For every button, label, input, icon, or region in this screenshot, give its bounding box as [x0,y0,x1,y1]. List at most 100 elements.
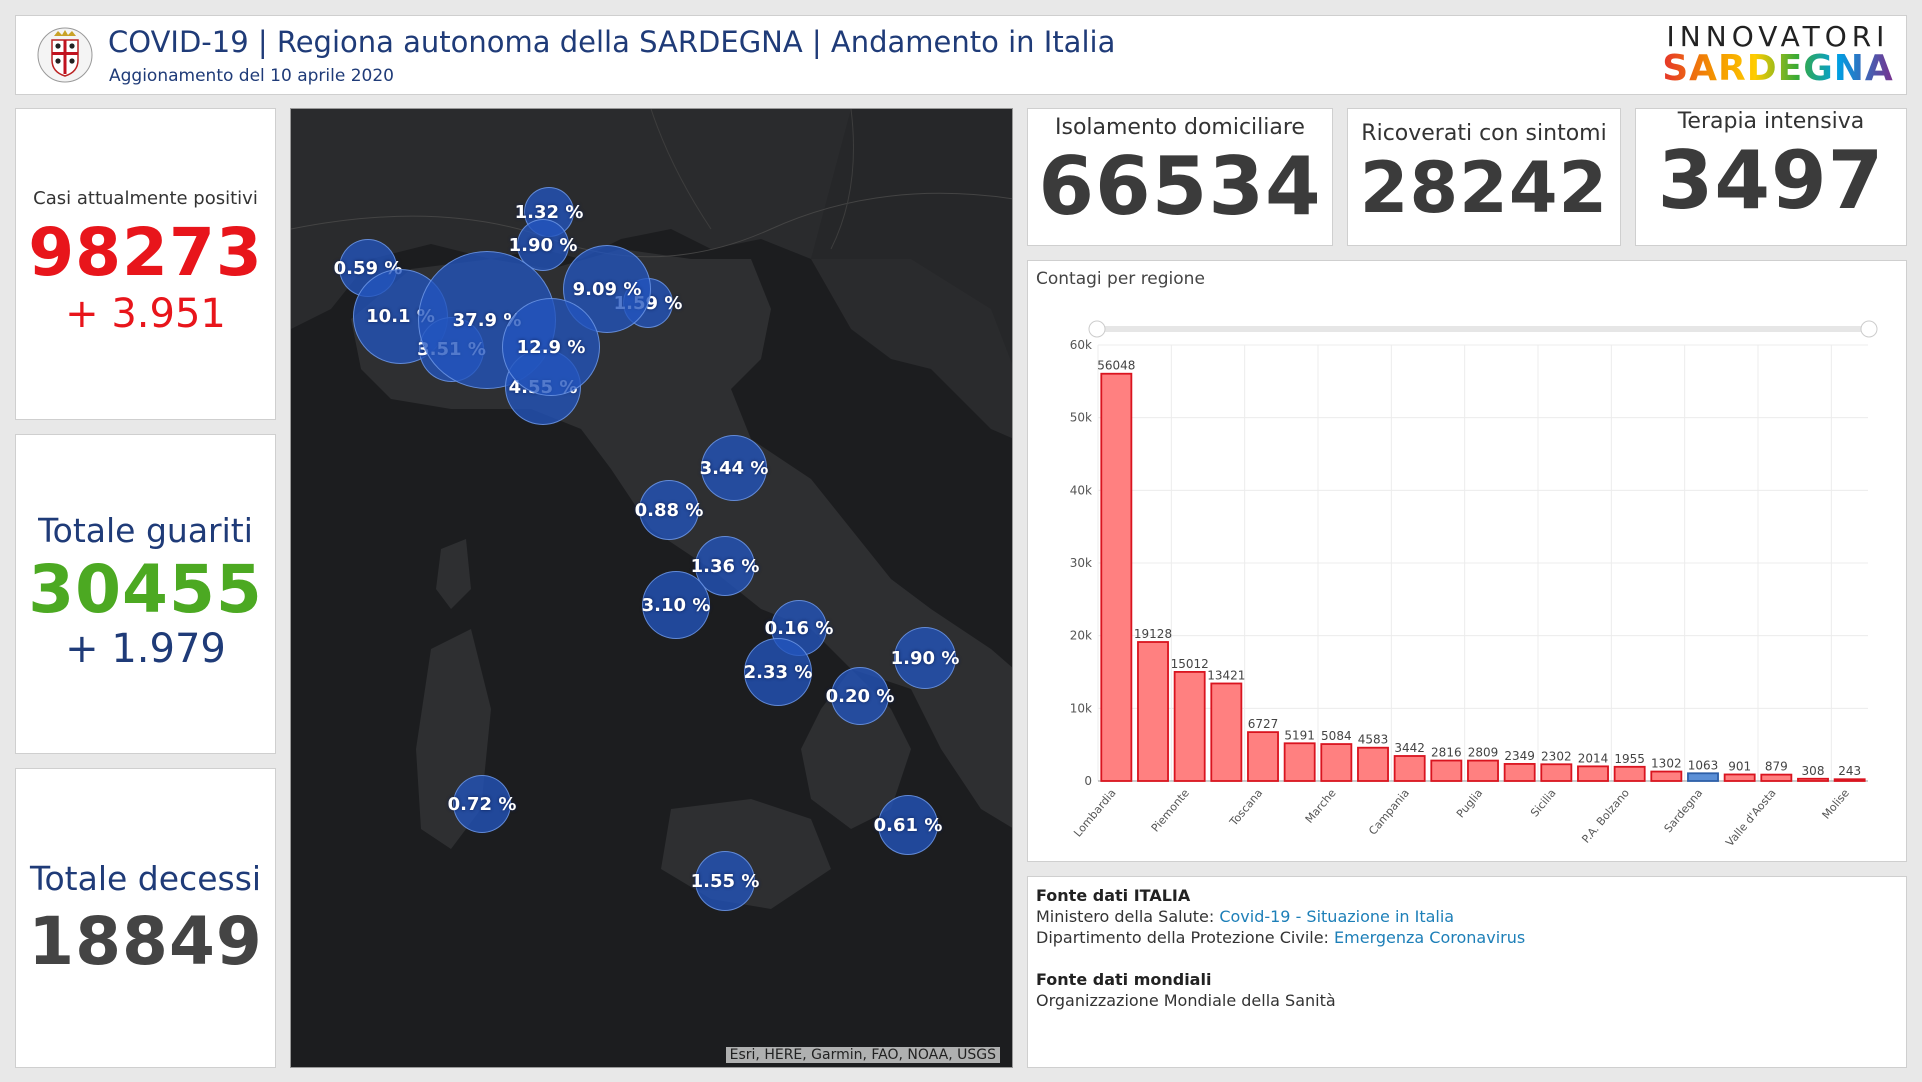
bubble-region[interactable]: 0.20 % [826,667,894,725]
bar-emilia-romagna [1137,641,1169,782]
bar-trentino [1430,759,1463,782]
x-tick-label: Valle d'Aosta [1723,787,1778,849]
y-tick-label: 20k [1070,629,1092,643]
bar-piemonte [1173,671,1206,782]
bubble-region[interactable]: 1.90 % [891,627,959,689]
link-emergenza-coronavirus[interactable]: Emergenza Coronavirus [1334,928,1526,947]
x-tick-label: Sicilia [1528,787,1559,820]
x-tick-label: Lombardia [1071,787,1118,840]
bubble-region[interactable]: 3.44 % [700,435,768,501]
bar-value-label: 4583 [1358,733,1389,747]
kpi-isolamento-label: Isolamento domiciliare [1055,115,1305,140]
sources-panel: Fonte dati ITALIA Ministero della Salute… [1027,876,1907,1068]
bar-puglia [1467,759,1499,782]
map-attribution[interactable]: Esri, HERE, Garmin, FAO, NOAA, USGS [725,1047,1000,1063]
y-tick-label: 10k [1070,701,1092,715]
bubble-region[interactable]: 0.61 % [874,795,942,855]
bar-liguria [1283,742,1316,782]
x-tick-label: Puglia [1454,787,1485,821]
bar-sardegna [1687,772,1719,782]
page-title: COVID-19 | Regiona autonoma della SARDEG… [108,25,1116,59]
stat-positivi-value: 98273 [28,214,263,291]
link-covid-situazione[interactable]: Covid-19 - Situazione in Italia [1219,907,1455,926]
chart-title: Contagi per regione [1036,269,1205,289]
slider-handle-left [1088,320,1106,338]
bubble-region[interactable]: 0.16 % [765,600,833,656]
source-ministero-label: Ministero della Salute: [1036,907,1220,926]
kpi-terapia-label: Terapia intensiva [1677,109,1865,134]
bar-lombardia [1100,372,1133,782]
bar-molise [1833,778,1866,782]
slider-handle-right [1860,320,1878,338]
bar-value-label: 6727 [1248,717,1279,731]
kpi-ricoverati-card: Ricoverati con sintomi 28242 [1347,108,1621,246]
source-protezione-label: Dipartimento della Protezione Civile: [1036,928,1335,947]
italy-map[interactable]: 1.32 % 1.90 % 0.59 % 10.1 % 3.51 % 37.9 … [290,108,1013,1068]
x-tick-label: Campania [1366,787,1412,838]
stat-decessi-card: Totale decessi 18849 [15,768,276,1068]
stat-positivi-delta: + 3.951 [65,291,226,337]
bar-value-label: 5191 [1284,728,1315,742]
source-italia-heading: Fonte dati ITALIA [1036,886,1191,905]
brand-top-text: INNOVATORI [1666,20,1890,53]
bar-chart: 0 10k 20k 30k 40k 50k 60k 56048 Lombardia 19128 15… [1070,320,1878,849]
bar-valle-d-aosta [1760,773,1793,782]
bar-value-label: 901 [1728,759,1751,773]
bar-value-label: 5084 [1321,729,1352,743]
y-tick-label: 40k [1070,483,1092,497]
bar-value-label: 56048 [1097,359,1135,373]
source-mondo-text: Organizzazione Mondiale della Sanità [1036,991,1336,1010]
bar-toscana [1247,731,1279,782]
source-line-protezione: Dipartimento della Protezione Civile: Em… [1036,927,1898,948]
bar-sicilia [1540,763,1573,782]
contagi-chart: Contagi per regione 0 10k 20k 30k 40k 50k 60k 5… [1027,260,1907,862]
bar-value-label: 3442 [1394,741,1425,755]
bar-friuli [1503,763,1536,782]
x-tick-label: Sardegna [1662,787,1706,836]
x-tick-label: P.A. Bolzano [1579,786,1632,845]
y-tick-label: 30k [1070,556,1092,570]
stat-decessi-value: 18849 [28,903,263,980]
x-tick-label: Marche [1303,786,1339,825]
stat-positivi-card: Casi attualmente positivi 98273 + 3.951 [15,108,276,420]
x-tick-label: Molise [1820,786,1852,821]
stat-guariti-value: 30455 [28,551,263,628]
bar-value-label: 1955 [1614,752,1645,766]
stat-guariti-label: Totale guariti [38,511,253,550]
bubble-region[interactable]: 0.72 % [448,775,516,833]
bar-p-a-bolzano [1613,765,1646,782]
sardinia-coat-of-arms-icon [37,27,93,83]
stat-positivi-label: Casi attualmente positivi [33,188,258,209]
bar-value-label: 2809 [1468,746,1499,760]
bar-calabria [1723,773,1756,782]
bar-value-label: 1063 [1688,758,1719,772]
kpi-ricoverati-label: Ricoverati con sintomi [1361,121,1607,146]
bar-value-label: 15012 [1171,657,1209,671]
y-tick-label: 0 [1084,774,1092,788]
stat-decessi-label: Totale decessi [29,859,262,898]
stat-guariti-card: Totale guariti 30455 + 1.979 [15,434,276,754]
bubble-region[interactable]: 3.10 % [642,571,710,639]
kpi-terapia-value: 3497 [1657,134,1885,227]
bar-abruzzo [1577,765,1609,782]
bubble-region[interactable]: 0.88 % [635,480,703,540]
bar-value-label: 308 [1802,764,1825,778]
source-mondo-heading: Fonte dati mondiali [1036,970,1212,989]
bar-lazio [1357,746,1389,782]
bar-value-label: 2349 [1504,749,1535,763]
header: COVID-19 | Regiona autonoma della SARDEG… [15,15,1907,95]
chart-range-slider [1094,326,1872,332]
kpi-terapia-card: Terapia intensiva 3497 [1635,108,1907,246]
brand-bottom-text: SARDEGNA [1662,48,1894,89]
x-tick-label: Toscana [1227,787,1266,830]
bubble-region[interactable]: 2.33 % [744,638,812,706]
bar-basilicata [1797,777,1829,782]
bubble-region[interactable]: 12.9 % [502,298,600,396]
bubble-region[interactable]: 1.36 % [691,536,759,596]
bubble-region[interactable]: 1.55 % [691,851,759,911]
innovatori-sardegna-logo[interactable]: INNOVATORI SARDEGNA [1662,20,1894,87]
kpi-ricoverati-value: 28242 [1359,147,1609,229]
bar-umbria [1650,770,1683,782]
y-tick-label: 50k [1070,411,1092,425]
bar-marche [1320,743,1353,782]
